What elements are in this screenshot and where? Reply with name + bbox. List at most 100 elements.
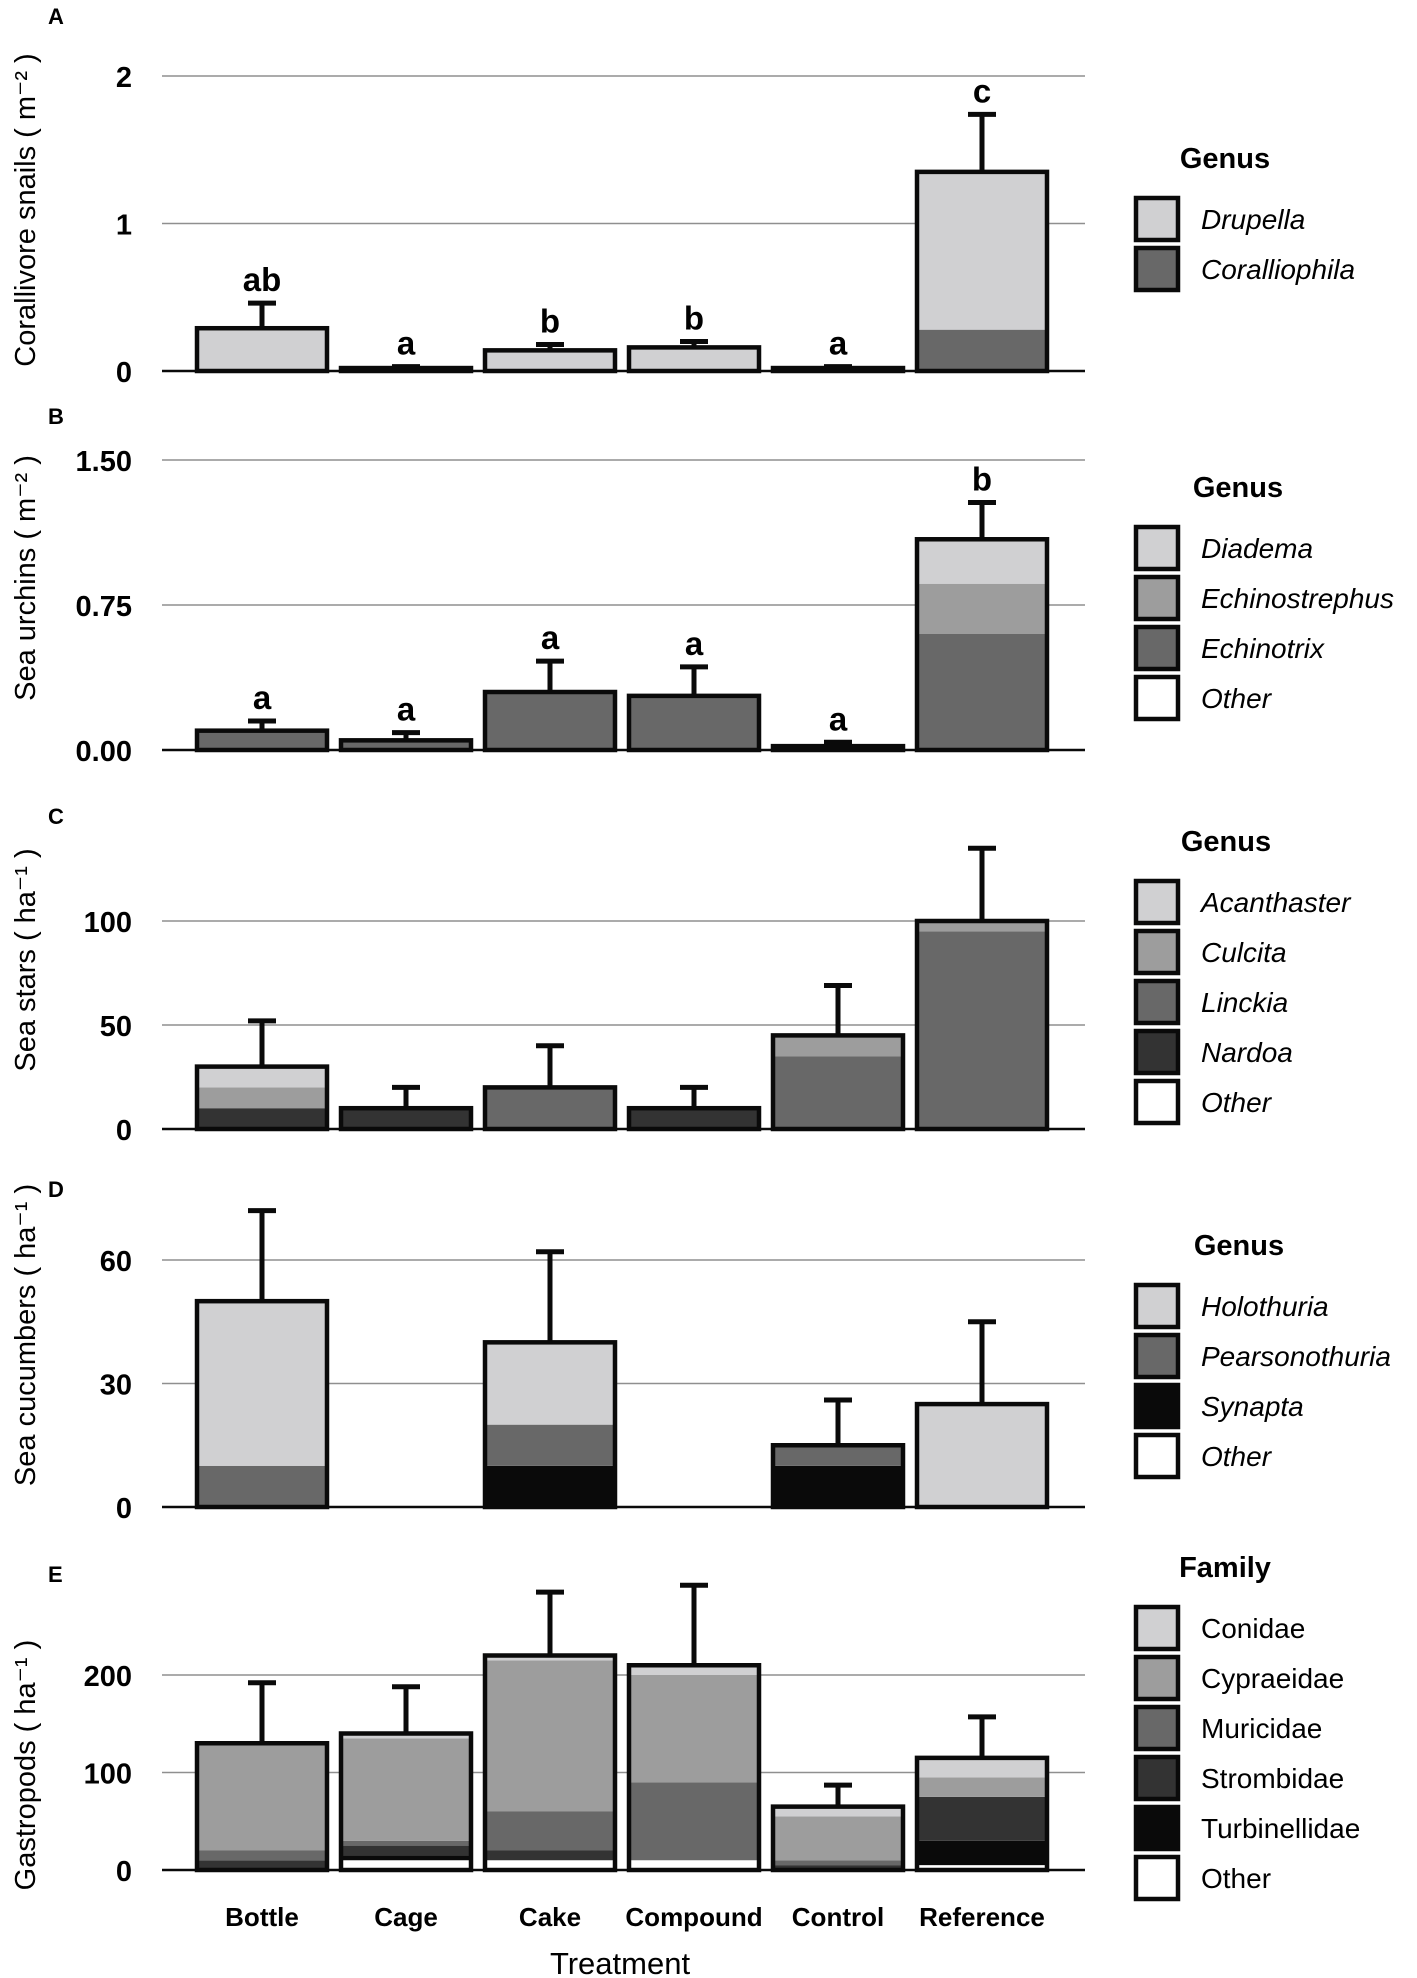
panel-b-significance-letter: a [685, 625, 704, 662]
panel-c-legend-swatch-other [1133, 1078, 1181, 1126]
panel-e-y-tick-label: 100 [84, 1759, 132, 1791]
panel-c-legend-title: Genus [1181, 826, 1271, 858]
panel-e-legend-title: Family [1179, 1552, 1271, 1584]
panel-b-legend-swatch-diadema [1133, 524, 1181, 572]
panel-c-label: C [48, 804, 64, 829]
panel-a-label: A [48, 4, 64, 29]
panel-b-legend-label-other: Other [1201, 683, 1273, 714]
panel-e-bar-segment-strombidae [917, 1796, 1047, 1841]
panel-c-chart-area: 0 50 100 [84, 845, 1085, 1147]
panel-a-y-tick-label: 2 [116, 62, 132, 94]
panel-e-bar-segment-cypraeidae [773, 1816, 903, 1861]
panel-d-legend: Holothuria Pearsonothuria Synapta Other [1133, 1282, 1391, 1480]
panel-c-bar-segment-nardoa [197, 1108, 327, 1129]
panel-e-bar-segment-cypraeidae [629, 1675, 759, 1783]
x-tick-label-compound: Compound [625, 1902, 762, 1932]
panel-e-bar-segment-turbinellidae [341, 1855, 471, 1861]
panel-e-legend-label-cypraeidae: Cypraeidae [1201, 1663, 1344, 1694]
panel-d-y-axis-title: Sea cucumbers ( ha⁻¹ ) [10, 1184, 42, 1486]
panel-a-significance-letter: ab [243, 261, 282, 298]
x-tick-label-cage: Cage [374, 1902, 438, 1932]
panel-a-y-tick-label: 1 [116, 210, 132, 242]
panel-e-legend-swatch-conidae [1133, 1604, 1181, 1652]
panel-e-bar-segment-other [629, 1860, 759, 1870]
panel-a-legend-swatch-coralliophila [1133, 245, 1181, 293]
panel-e-bar-segment-conidae [629, 1665, 759, 1675]
panel-d-legend-label-other: Other [1201, 1441, 1273, 1472]
panel-e-bar-segment-other [341, 1860, 471, 1870]
panel-b-significance-letter: a [541, 619, 560, 656]
panel-a-bar-segment-drupella [917, 171, 1047, 330]
panel-a-legend-label-coralliophila: Coralliophila [1201, 254, 1355, 285]
panel-e: E 0 100 200 Gastropods ( ha⁻¹ ) Family Con… [10, 1552, 1360, 1902]
panel-d-bar-segment-holothuria [197, 1301, 327, 1466]
panel-e-bar-segment-muricidae [485, 1811, 615, 1851]
x-tick-label-reference: Reference [919, 1902, 1045, 1932]
panel-d-bar-segment-synapta [773, 1465, 903, 1507]
panel-d-legend-label-synapta: Synapta [1201, 1391, 1304, 1422]
panel-b-legend-label-diadema: Diadema [1201, 533, 1313, 564]
panel-e-y-axis-title: Gastropods ( ha⁻¹ ) [10, 1640, 42, 1891]
panel-c-bar-segment-linckia [917, 931, 1047, 1129]
panel-b-label: B [48, 404, 64, 429]
panel-b-significance-letter: b [972, 461, 992, 498]
panel-b-legend: Diadema Echinostrephus Echinotrix Other [1133, 524, 1394, 722]
panel-c-bar-segment-linckia [485, 1087, 615, 1129]
panel-b-significance-letter: a [829, 700, 848, 737]
panel-c-y-axis-title: Sea stars ( ha⁻¹ ) [10, 848, 42, 1071]
panel-e-y-tick-label: 0 [116, 1856, 132, 1888]
panel-d-legend-label-pearsonothuria: Pearsonothuria [1201, 1341, 1391, 1372]
panel-d-bar-segment-synapta [485, 1465, 615, 1507]
panel-e-bar-segment-muricidae [197, 1850, 327, 1861]
panel-c-legend: Acanthaster Culcita Linckia Nardoa Other [1133, 878, 1352, 1126]
panel-e-bar-segment-conidae [485, 1655, 615, 1661]
panel-d-legend-title: Genus [1194, 1230, 1284, 1262]
panel-c-legend-label-linckia: Linckia [1201, 987, 1288, 1018]
panel-c-bar-segment-acanthaster [197, 1066, 327, 1088]
panel-e-y-tick-label: 200 [84, 1661, 132, 1693]
panel-c-bar-segment-culcita [773, 1035, 903, 1057]
x-tick-label-bottle: Bottle [225, 1902, 299, 1932]
x-axis-title: Treatment [550, 1946, 691, 1978]
x-axis-category-labels: Bottle Cage Cake Compound Control Reference [225, 1902, 1045, 1932]
panel-c-legend-label-culcita: Culcita [1201, 937, 1287, 968]
panel-e-legend-swatch-muricidae [1133, 1704, 1181, 1752]
panel-e-bar-segment-muricidae [629, 1782, 759, 1861]
panel-c-legend-swatch-culcita [1133, 928, 1181, 976]
panel-c-bar-segment-linckia [773, 1056, 903, 1129]
panel-e-bar-segment-cypraeidae [197, 1743, 327, 1851]
panel-a-bar-segment-drupella [197, 328, 327, 371]
panel-c-legend-label-acanthaster: Acanthaster [1199, 887, 1352, 918]
panel-e-bar-segment-strombidae [485, 1850, 615, 1861]
panel-e-bar-segment-strombidae [341, 1845, 471, 1856]
panel-e-bar-segment-muricidae [773, 1860, 903, 1866]
panel-c-legend-label-other: Other [1201, 1087, 1273, 1118]
panel-a-significance-letter: b [540, 302, 560, 339]
panel-e-legend-swatch-strombidae [1133, 1754, 1181, 1802]
panel-b-legend-swatch-other [1133, 674, 1181, 722]
panel-b-significance-letter: a [397, 691, 416, 728]
panel-b: B 0.00 0.75 1.50 a a a a a b Sea urchins ( m⁻² )… [10, 404, 1394, 768]
panel-e-bar-segment-other [917, 1865, 1047, 1870]
panel-e-bar-segment-muricidae [341, 1840, 471, 1846]
panel-e-bar-segment-conidae [773, 1806, 903, 1817]
panel-e-legend-label-muricidae: Muricidae [1201, 1713, 1322, 1744]
panel-c-legend-swatch-linckia [1133, 978, 1181, 1026]
x-tick-label-cake: Cake [519, 1902, 581, 1932]
panel-e-legend-swatch-other [1133, 1854, 1181, 1902]
panel-a-significance-letter: b [684, 300, 704, 337]
panel-a-bar-segment-drupella [629, 347, 759, 371]
panel-c-y-tick-label: 100 [84, 907, 132, 939]
panel-a-legend-label-drupella: Drupella [1201, 204, 1305, 235]
panel-a-bar-segment-coralliophila [917, 329, 1047, 371]
panel-c-bar-segment-culcita [917, 921, 1047, 932]
panel-a-significance-letter: a [397, 325, 416, 362]
panel-b-bar-segment-echinostrephus [917, 583, 1047, 634]
panel-b-bar-segment-echinotrix [917, 634, 1047, 749]
panel-d-label: D [48, 1177, 64, 1202]
panel-e-bar-segment-other [485, 1860, 615, 1870]
panel-e-legend-label-turbinellidae: Turbinellidae [1201, 1813, 1360, 1844]
panel-d-chart-area: 0 30 60 [100, 1208, 1085, 1525]
panel-d-bar-segment-holothuria [917, 1404, 1047, 1507]
